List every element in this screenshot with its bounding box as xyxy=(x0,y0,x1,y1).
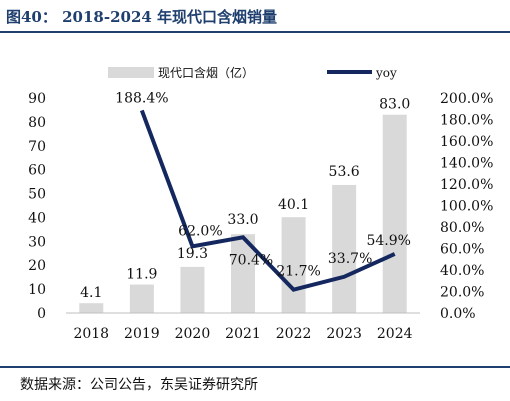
figure-title: 图40： 2018-2024 年现代口含烟销量 xyxy=(6,8,278,26)
right-tick-label: 180.0% xyxy=(440,113,493,129)
yoy-value-label: 21.7% xyxy=(276,264,320,280)
yoy-value-label: 54.9% xyxy=(366,233,410,249)
right-tick-label: 20.0% xyxy=(440,285,484,301)
source-rule xyxy=(0,366,510,368)
right-tick-label: 60.0% xyxy=(440,242,484,258)
yoy-series xyxy=(139,109,396,292)
left-tick-label: 70 xyxy=(28,139,46,155)
x-tick-label: 2024 xyxy=(377,326,413,342)
legend-label-bar: 现代口含烟（亿） xyxy=(158,65,254,80)
sales-chart: 现代口含烟（亿） yoy 0 10 20 30 40 50 60 70 80 90 0.0% 20.0… xyxy=(28,65,493,342)
bar xyxy=(281,217,306,313)
bar xyxy=(332,184,357,313)
yoy-line xyxy=(139,109,396,292)
left-tick-label: 30 xyxy=(28,234,46,250)
bar xyxy=(79,303,104,313)
legend-label-line: yoy xyxy=(375,66,397,80)
bar xyxy=(382,114,407,313)
x-tick-label: 2021 xyxy=(225,326,261,342)
yoy-value-label: 70.4% xyxy=(229,252,273,268)
left-tick-label: 20 xyxy=(28,258,46,274)
left-axis: 0 10 20 30 40 50 60 70 80 90 xyxy=(28,91,46,322)
left-tick-label: 90 xyxy=(28,91,46,107)
x-tick-label: 2019 xyxy=(124,326,160,342)
bar-value-label: 33.0 xyxy=(227,212,258,228)
yoy-value-label: 62.0% xyxy=(178,223,222,239)
right-tick-label: 120.0% xyxy=(440,177,493,193)
left-tick-label: 50 xyxy=(28,187,46,203)
title-rule xyxy=(0,31,510,33)
right-tick-label: 40.0% xyxy=(440,263,484,279)
right-tick-label: 80.0% xyxy=(440,220,484,236)
right-tick-label: 200.0% xyxy=(440,91,493,107)
bar-value-label: 4.1 xyxy=(80,285,102,301)
left-tick-label: 80 xyxy=(28,115,46,131)
bar-value-label: 19.3 xyxy=(177,246,208,262)
x-tick-label: 2023 xyxy=(326,326,362,342)
bar-value-label: 11.9 xyxy=(126,267,157,283)
yoy-value-label: 33.7% xyxy=(328,251,372,267)
left-tick-label: 10 xyxy=(28,282,46,298)
yoy-value-label: 188.4% xyxy=(115,90,168,106)
right-tick-label: 0.0% xyxy=(440,306,476,322)
legend-swatch-bar xyxy=(108,67,154,78)
right-tick-label: 140.0% xyxy=(440,156,493,172)
x-tick-label: 2020 xyxy=(175,326,211,342)
left-tick-label: 60 xyxy=(28,163,46,179)
data-labels: 4.1 11.9 19.3 33.0 40.1 53.6 83.0 188.4% 62.0% 70… xyxy=(80,90,411,301)
right-tick-label: 100.0% xyxy=(440,199,493,215)
bar xyxy=(180,266,205,313)
x-tick-label: 2018 xyxy=(73,326,109,342)
bar xyxy=(129,284,154,313)
bar-value-label: 53.6 xyxy=(329,164,360,180)
bar-value-label: 40.1 xyxy=(278,197,309,213)
chart-legend: 现代口含烟（亿） yoy xyxy=(108,65,397,80)
x-axis: 2018 2019 2020 2021 2022 2023 2024 xyxy=(66,312,420,342)
left-tick-label: 40 xyxy=(28,210,46,226)
left-tick-label: 0 xyxy=(37,306,46,322)
right-tick-label: 160.0% xyxy=(440,134,493,150)
right-axis: 0.0% 20.0% 40.0% 60.0% 80.0% 100.0% 120.0% 140.… xyxy=(440,91,493,322)
source-note: 数据来源：公司公告，东吴证券研究所 xyxy=(20,377,258,393)
title-bar: 图40： 2018-2024 年现代口含烟销量 xyxy=(0,0,510,38)
x-tick-label: 2022 xyxy=(276,326,312,342)
bar-value-label: 83.0 xyxy=(379,97,410,113)
